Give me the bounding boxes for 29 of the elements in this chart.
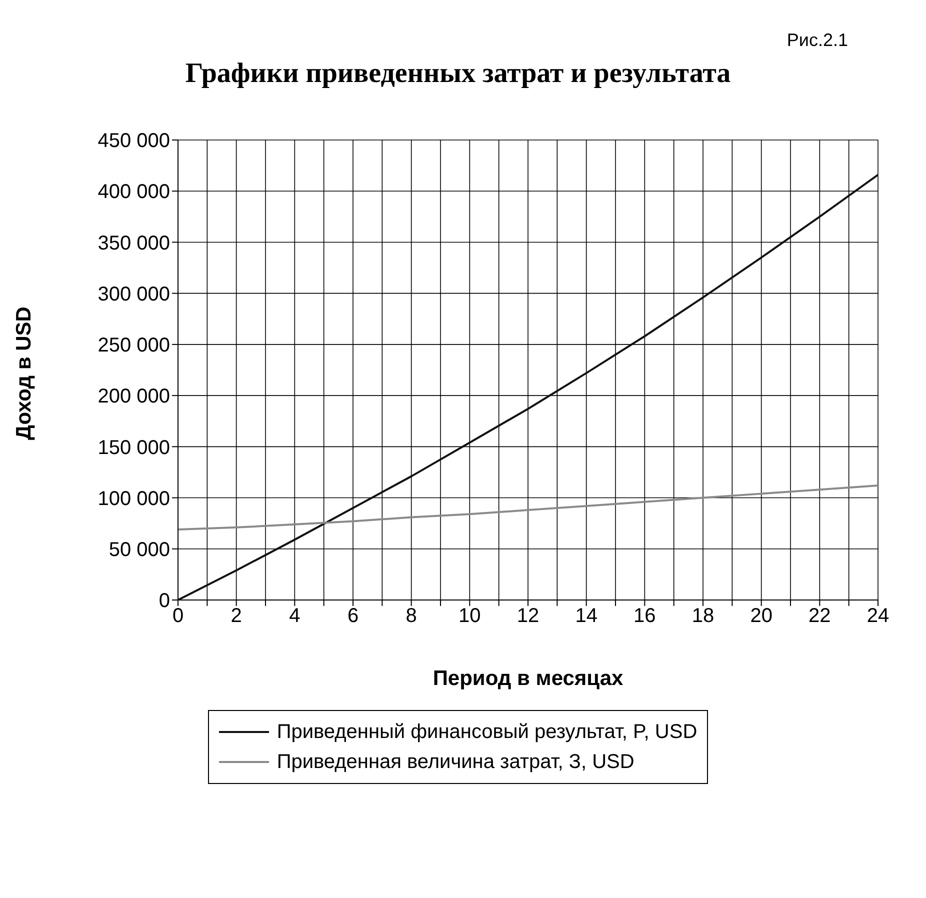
x-tick-label: 20 [750,605,772,628]
chart-title: Графики приведенных затрат и результата [185,58,731,89]
y-tick-label: 400 000 [98,181,170,204]
x-axis-title: Период в месяцах [432,666,624,690]
legend-label: Приведенный финансовый результат, P, USD [276,720,698,744]
x-tick-label: 8 [406,605,417,628]
y-tick-label: 450 000 [98,130,170,152]
y-tick-label: 100 000 [98,488,170,510]
x-tick-label: 2 [230,605,242,628]
x-tick-label: 18 [692,605,714,628]
x-tick-label: 16 [634,605,656,628]
x-tick-label: 10 [458,605,481,628]
y-axis-title: Доход в USD [12,306,36,440]
y-tick-label: 200 000 [98,386,170,408]
x-tick-label: 24 [866,605,890,628]
x-tick-label: 12 [516,605,540,628]
x-tick-label: 14 [575,605,598,628]
y-tick-label: 350 000 [98,232,170,254]
y-tick-label: 300 000 [98,283,170,306]
x-tick-label: 4 [289,605,300,628]
y-tick-label: 250 000 [98,334,170,357]
y-tick-label: 150 000 [98,436,170,459]
legend-label: Приведенная величина затрат, З, USD [276,750,634,774]
text: Рис.2.1 [786,30,848,51]
y-tick-label: 50 000 [108,538,170,561]
x-tick-label: 22 [808,605,831,628]
x-tick-label: 0 [172,605,184,628]
y-tick-label: 0 [158,590,170,612]
x-tick-label: 6 [347,605,359,628]
